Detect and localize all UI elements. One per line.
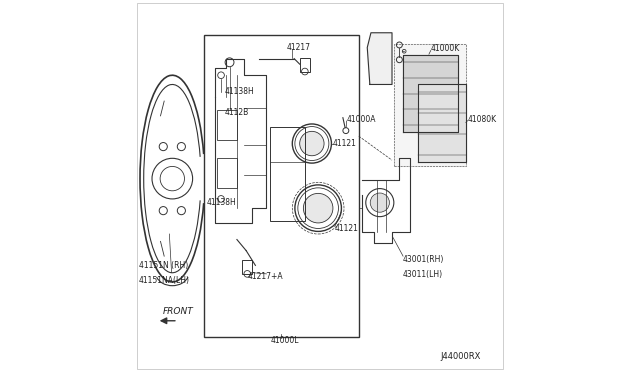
- Polygon shape: [367, 33, 392, 84]
- Circle shape: [370, 193, 389, 212]
- Text: 43011(LH): 43011(LH): [403, 270, 443, 279]
- Circle shape: [303, 193, 333, 223]
- Text: 41121: 41121: [333, 139, 356, 148]
- Bar: [218, 110, 237, 140]
- Text: 41151N (RH): 41151N (RH): [139, 261, 188, 270]
- Polygon shape: [418, 84, 466, 162]
- Text: 43001(RH): 43001(RH): [403, 255, 444, 264]
- Text: 41217: 41217: [287, 43, 311, 52]
- Text: FRONT: FRONT: [163, 307, 194, 316]
- Text: 41080K: 41080K: [468, 115, 497, 124]
- Text: 4112B: 4112B: [225, 108, 249, 117]
- Bar: [204, 35, 359, 337]
- Bar: [270, 127, 305, 221]
- Text: 41151NA(LH): 41151NA(LH): [139, 276, 190, 285]
- Text: 41217+A: 41217+A: [248, 272, 284, 281]
- Circle shape: [300, 131, 324, 156]
- Bar: [243, 260, 252, 274]
- Polygon shape: [394, 44, 466, 166]
- Text: J44000RX: J44000RX: [440, 352, 481, 361]
- Text: 41000K: 41000K: [431, 44, 460, 53]
- Bar: [218, 158, 237, 188]
- Polygon shape: [403, 55, 458, 132]
- Bar: [300, 58, 310, 71]
- Text: 41138H: 41138H: [225, 87, 255, 96]
- Text: 41000A: 41000A: [347, 115, 376, 124]
- Text: 41138H: 41138H: [206, 198, 236, 207]
- Text: 41121: 41121: [335, 224, 358, 233]
- Text: 41000L: 41000L: [270, 336, 299, 345]
